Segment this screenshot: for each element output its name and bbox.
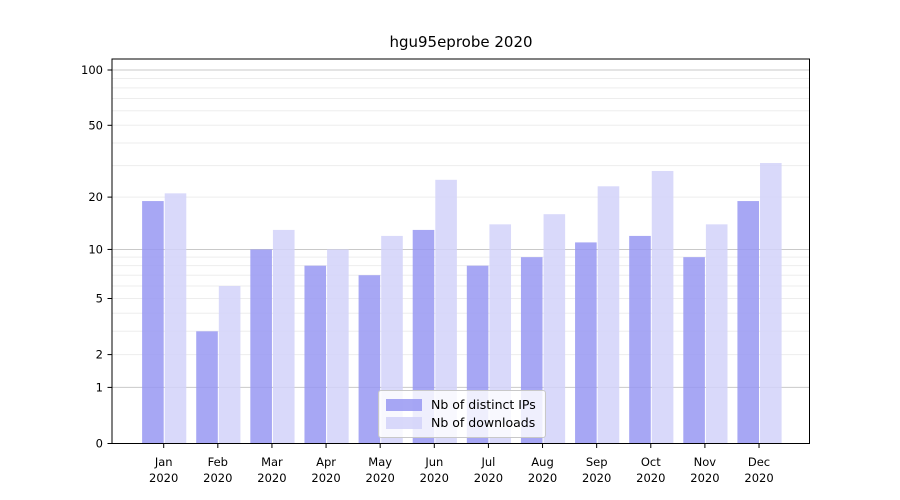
y-tick-label: 10 [88,242,103,256]
bar-feb-downloads [218,286,241,444]
x-tick-label-year: 2020 [149,471,178,485]
bar-nov-distinct-ips [683,257,705,444]
y-tick-label: 20 [88,190,103,204]
bar-sep-downloads [597,186,620,444]
bar-mar-downloads [272,229,295,444]
x-tick-label-month: Nov [694,455,717,469]
bar-sep-distinct-ips [575,242,597,444]
y-tick-label: 2 [96,348,103,362]
bar-may-distinct-ips [358,275,381,444]
x-tick-label-year: 2020 [420,471,449,485]
bar-oct-downloads [651,170,674,444]
x-tick-label-month: Dec [748,455,770,469]
bar-jul-downloads [489,224,512,444]
bar-jan-distinct-ips [142,201,164,444]
legend-item-downloads: Nb of downloads [386,415,537,430]
y-tick-label: 0 [96,437,103,451]
x-tick-label-month: Jan [154,455,173,469]
y-tick-label: 5 [96,291,103,305]
legend-swatch-distinct-ips [386,398,422,411]
x-tick-label-month: May [368,455,392,469]
bar-jun-downloads [435,179,457,444]
bar-oct-distinct-ips [629,235,651,444]
x-tick-label-year: 2020 [203,471,232,485]
x-tick-label-month: Oct [641,455,661,469]
y-tick-label: 50 [88,118,103,132]
x-tick-label-month: Mar [261,455,283,469]
y-tick-label: 100 [81,63,103,77]
bar-dec-distinct-ips [737,201,760,444]
bar-feb-distinct-ips [196,331,218,444]
x-tick-label-month: Aug [531,455,553,469]
x-tick-label-year: 2020 [257,471,286,485]
bar-mar-distinct-ips [250,249,272,444]
x-tick-label-year: 2020 [311,471,340,485]
x-tick-label-year: 2020 [636,471,665,485]
bar-dec-downloads [760,163,782,444]
x-tick-label-year: 2020 [744,471,773,485]
x-tick-label-month: Feb [208,455,228,469]
legend-label-distinct-ips: Nb of distinct IPs [431,396,536,412]
x-tick-label-year: 2020 [528,471,557,485]
legend: Nb of distinct IPs Nb of downloads [378,390,546,438]
x-tick-label-year: 2020 [474,471,503,485]
x-tick-label-month: Jul [480,455,495,469]
x-tick-label-month: Sep [586,455,608,469]
y-tick-label: 1 [96,380,103,394]
x-tick-label-year: 2020 [582,471,611,485]
x-tick-label-month: Jun [424,455,443,469]
plot-frame [111,58,810,444]
x-tick-label-year: 2020 [690,471,719,485]
chart-title: hgu95eprobe 2020 [389,33,533,51]
bar-apr-distinct-ips [304,265,327,444]
bar-aug-downloads [543,214,566,444]
bar-jan-downloads [164,193,187,444]
x-tick-label-month: Apr [316,455,336,469]
bar-nov-downloads [705,224,728,444]
legend-label-downloads: Nb of downloads [431,415,536,430]
legend-swatch-downloads [386,417,422,430]
x-tick-label-year: 2020 [366,471,395,485]
legend-item-distinct-ips: Nb of distinct IPs [386,396,537,412]
bar-apr-downloads [327,249,349,444]
